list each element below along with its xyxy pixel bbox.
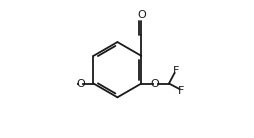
Text: F: F xyxy=(173,66,179,76)
Text: O: O xyxy=(151,79,160,88)
Text: O: O xyxy=(76,79,85,88)
Text: O: O xyxy=(137,10,146,20)
Text: F: F xyxy=(178,86,184,96)
